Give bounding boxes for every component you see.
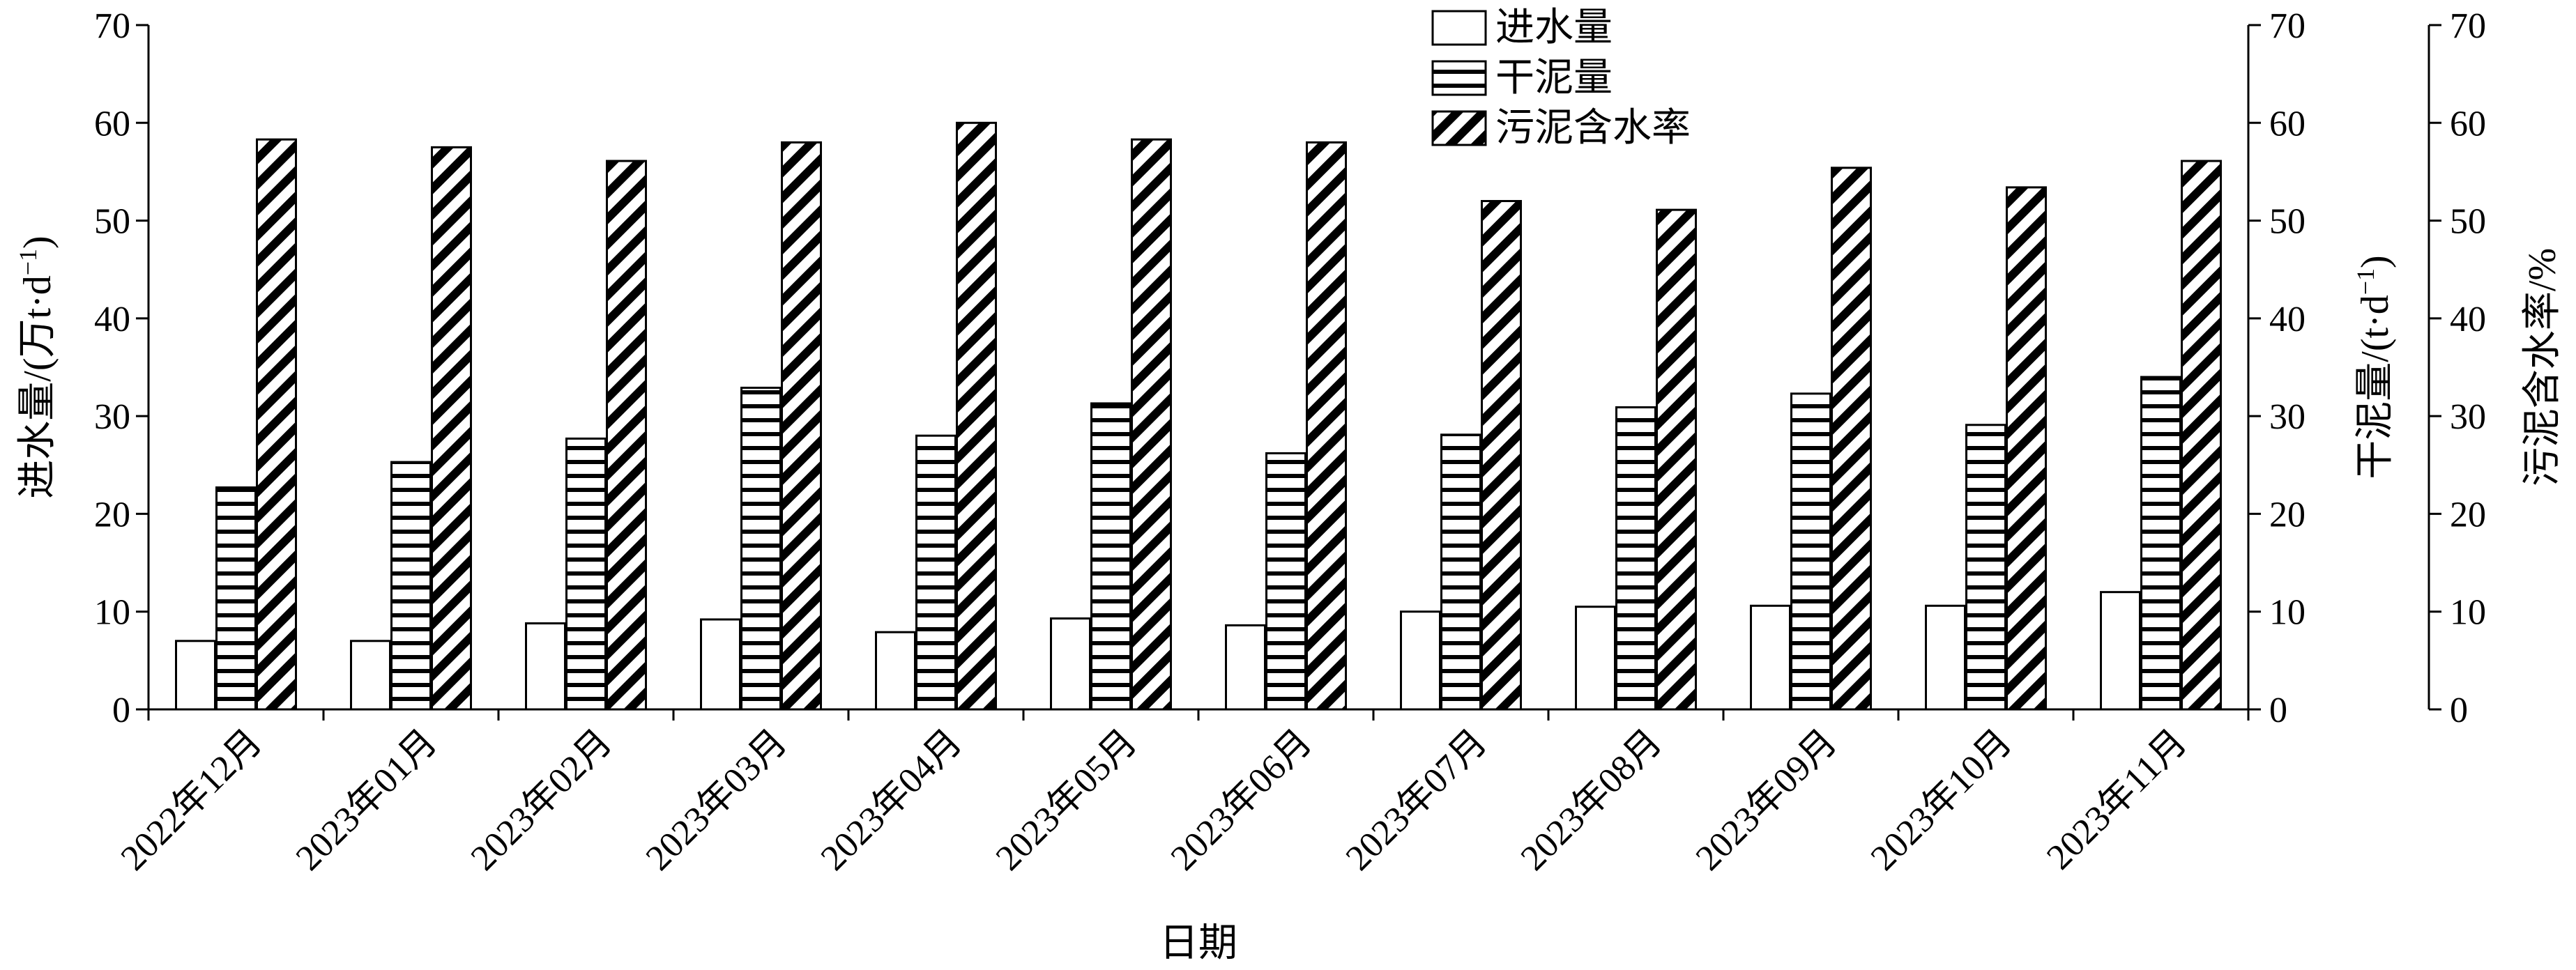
bar-1 bbox=[175, 640, 216, 711]
right-outer-axis-tick-label: 20 bbox=[2450, 495, 2486, 534]
right-inner-axis-tick-label: 10 bbox=[2269, 593, 2306, 633]
legend-label: 干泥量 bbox=[1495, 56, 1613, 100]
bar-2 bbox=[565, 437, 607, 711]
bar-3 bbox=[781, 141, 822, 711]
bar-1 bbox=[2100, 591, 2141, 711]
bar-2 bbox=[1265, 452, 1306, 711]
right-outer-axis-tick-label: 60 bbox=[2450, 104, 2486, 144]
bar-1 bbox=[1750, 604, 1791, 711]
bar-3 bbox=[1131, 138, 1172, 711]
right-outer-axis-tick-label: 70 bbox=[2450, 6, 2486, 46]
bar-1 bbox=[350, 640, 391, 711]
bar-1 bbox=[1925, 604, 1966, 711]
right-inner-axis-tick-label: 20 bbox=[2269, 495, 2306, 534]
bar-1 bbox=[875, 631, 916, 711]
left-axis-title: 进水量/(万t·d−1) bbox=[14, 236, 59, 498]
bar-2 bbox=[390, 461, 432, 711]
bar-3 bbox=[2006, 186, 2047, 711]
x-tick-label: 2023年11月 bbox=[2039, 722, 2195, 877]
legend-label: 污泥含水率 bbox=[1495, 107, 1691, 150]
x-tick-label: 2023年09月 bbox=[1689, 722, 1845, 878]
bar-3 bbox=[1306, 141, 1347, 711]
bar-2 bbox=[215, 486, 257, 711]
x-tick-label: 2023年02月 bbox=[464, 722, 620, 878]
x-axis-title: 日期 bbox=[1159, 922, 1237, 965]
right-outer-axis-tick-label: 40 bbox=[2450, 300, 2486, 339]
bar-3 bbox=[1831, 167, 1872, 711]
right-inner-axis-tick-label: 60 bbox=[2269, 104, 2306, 144]
left-axis-tick-label: 30 bbox=[94, 397, 130, 437]
bar-3 bbox=[1481, 200, 1522, 711]
right-inner-axis-title: 干泥量/(t·d−1) bbox=[2352, 255, 2397, 479]
right-inner-axis-tick-label: 70 bbox=[2269, 6, 2306, 46]
legend-label: 进水量 bbox=[1495, 6, 1613, 49]
x-tick-label: 2023年10月 bbox=[1864, 722, 2020, 878]
bar-2 bbox=[2140, 376, 2181, 711]
x-tick-label: 2023年06月 bbox=[1164, 722, 1320, 878]
left-axis-tick-label: 20 bbox=[94, 495, 130, 534]
x-tick-label: 2023年03月 bbox=[639, 722, 795, 878]
right-outer-axis-tick-label: 30 bbox=[2450, 397, 2486, 437]
bar-2 bbox=[1790, 392, 1831, 711]
legend-swatch bbox=[1431, 10, 1487, 46]
bar-1 bbox=[700, 618, 741, 711]
left-axis-tick-label: 60 bbox=[94, 104, 130, 144]
right-inner-axis-tick-label: 50 bbox=[2269, 202, 2306, 242]
bar-3 bbox=[256, 138, 297, 711]
bar-1 bbox=[1225, 624, 1266, 711]
x-tick-label: 2023年05月 bbox=[989, 722, 1145, 878]
legend-swatch bbox=[1431, 110, 1487, 146]
left-axis-tick-label: 50 bbox=[94, 202, 130, 242]
bar-3 bbox=[2181, 160, 2222, 711]
right-inner-axis-tick-label: 0 bbox=[2269, 691, 2287, 730]
left-axis-tick-label: 70 bbox=[94, 6, 130, 46]
bar-2 bbox=[740, 386, 782, 711]
right-outer-axis-title: 污泥含水率/% bbox=[2521, 248, 2564, 486]
bar-1 bbox=[1400, 610, 1441, 711]
bar-3 bbox=[1656, 208, 1697, 711]
x-tick-label: 2022年12月 bbox=[114, 722, 270, 878]
right-outer-axis-tick-label: 50 bbox=[2450, 202, 2486, 242]
right-outer-axis-tick-label: 0 bbox=[2450, 691, 2468, 730]
x-tick-label: 2023年08月 bbox=[1514, 722, 1670, 878]
bar-3 bbox=[606, 160, 647, 711]
bar-1 bbox=[1575, 606, 1616, 711]
left-axis-tick-label: 0 bbox=[112, 691, 130, 730]
legend-swatch bbox=[1431, 60, 1487, 96]
x-tick-label: 2023年07月 bbox=[1339, 722, 1495, 878]
bar-2 bbox=[1965, 424, 2006, 711]
bar-3 bbox=[431, 146, 472, 711]
x-tick-label: 2023年01月 bbox=[289, 722, 445, 878]
bar-3 bbox=[956, 121, 997, 711]
x-tick-label: 2023年04月 bbox=[814, 722, 970, 878]
left-axis-tick-label: 10 bbox=[94, 593, 130, 633]
bar-2 bbox=[1615, 406, 1656, 711]
left-axis-tick-label: 40 bbox=[94, 300, 130, 339]
bar-1 bbox=[1050, 617, 1091, 711]
bar-2 bbox=[1440, 433, 1481, 711]
bar-2 bbox=[915, 434, 957, 711]
bar-1 bbox=[525, 622, 566, 711]
right-inner-axis-tick-label: 30 bbox=[2269, 397, 2306, 437]
right-inner-axis-tick-label: 40 bbox=[2269, 300, 2306, 339]
right-outer-axis-tick-label: 10 bbox=[2450, 593, 2486, 633]
bar-2 bbox=[1090, 402, 1131, 711]
